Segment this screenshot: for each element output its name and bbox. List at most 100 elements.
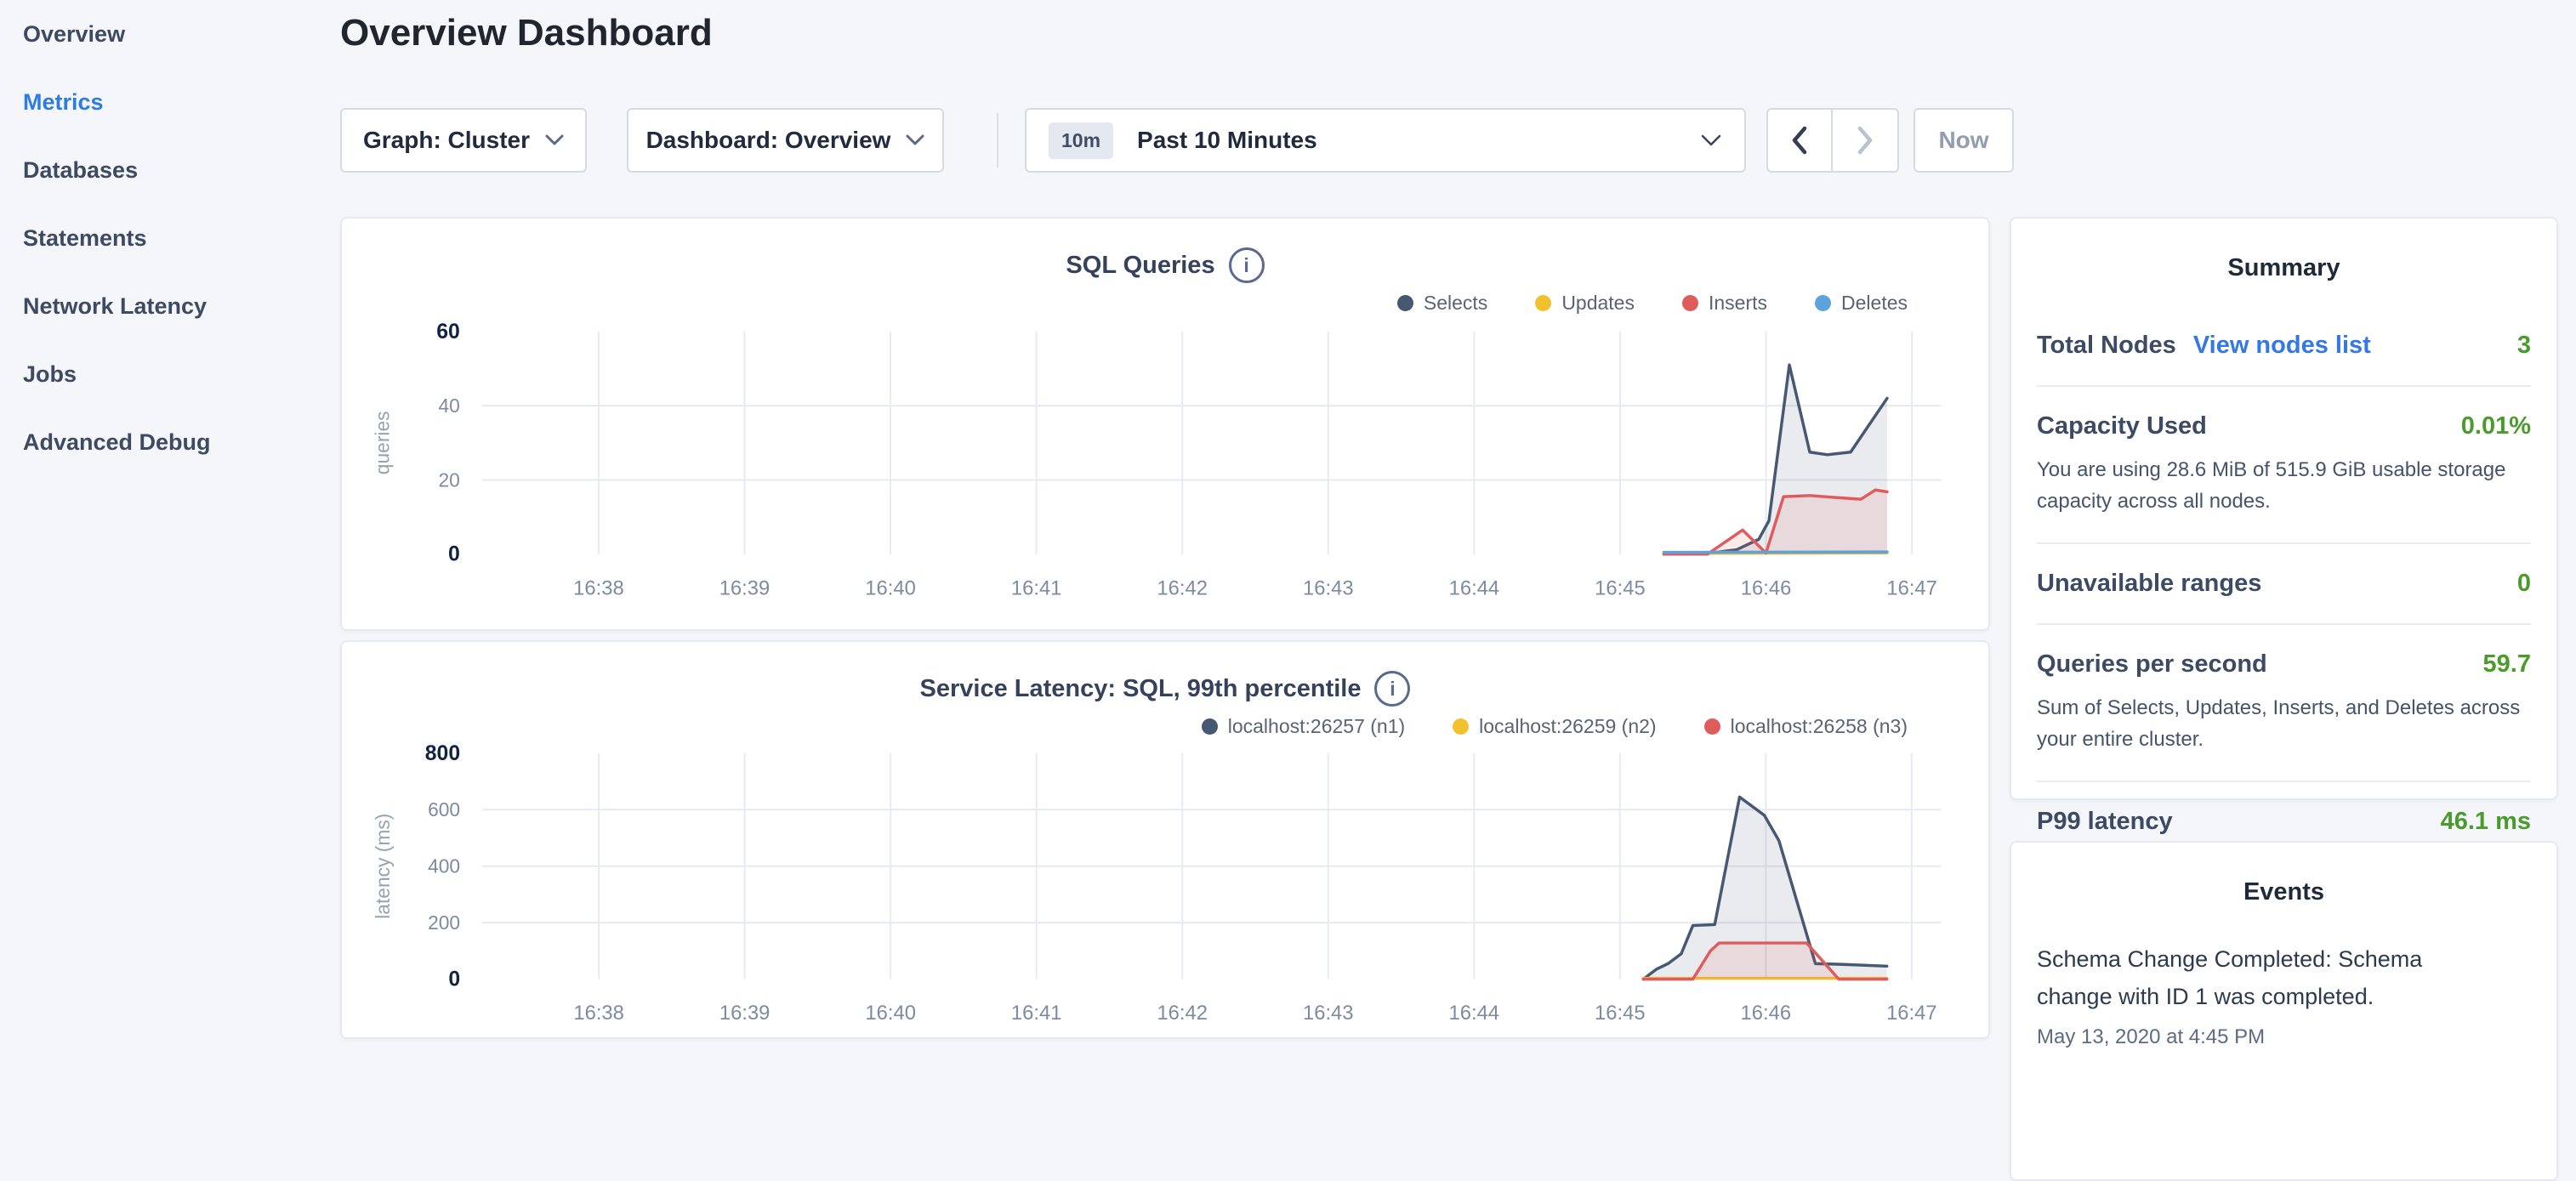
summary-label: Unavailable ranges bbox=[2037, 570, 2261, 598]
summary-row-line: Queries per second 59.7 bbox=[2037, 650, 2531, 679]
x-axis-tick: 16:43 bbox=[1303, 576, 1354, 599]
sidebar-item-metrics[interactable]: Metrics bbox=[0, 68, 340, 136]
x-axis-tick: 16:46 bbox=[1741, 1002, 1792, 1025]
legend-item[interactable]: localhost:26258 (n3) bbox=[1704, 715, 1908, 738]
legend-label: localhost:26259 (n2) bbox=[1479, 715, 1656, 738]
summary-description: Sum of Selects, Updates, Inserts, and De… bbox=[2037, 692, 2531, 755]
x-axis-tick: 16:41 bbox=[1011, 576, 1062, 599]
y-axis-tick: 200 bbox=[428, 911, 460, 934]
summary-value: 59.7 bbox=[2483, 650, 2531, 679]
info-icon[interactable]: i bbox=[1229, 247, 1265, 283]
time-window-prev-button[interactable] bbox=[1768, 110, 1833, 171]
summary-value: 3 bbox=[2517, 332, 2531, 360]
x-axis-tick: 16:42 bbox=[1157, 1002, 1208, 1025]
legend-item[interactable]: localhost:26257 (n1) bbox=[1202, 715, 1405, 738]
legend-item[interactable]: Inserts bbox=[1682, 292, 1767, 315]
summary-link[interactable]: View nodes list bbox=[2193, 332, 2371, 360]
events-title: Events bbox=[2011, 878, 2556, 906]
info-icon[interactable]: i bbox=[1374, 671, 1410, 707]
y-axis-tick: 800 bbox=[425, 742, 460, 765]
legend-item[interactable]: Selects bbox=[1397, 292, 1487, 315]
legend-label: Updates bbox=[1561, 292, 1635, 315]
summary-row: Queries per second 59.7 Sum of Selects, Up… bbox=[2037, 625, 2531, 782]
legend-item[interactable]: Updates bbox=[1535, 292, 1635, 315]
graph-source-dropdown-label: Graph: Cluster bbox=[363, 127, 530, 154]
chevron-right-icon bbox=[1857, 126, 1874, 155]
time-window-badge: 10m bbox=[1049, 122, 1113, 159]
summary-label: P99 latency bbox=[2037, 808, 2173, 836]
x-axis-tick: 16:46 bbox=[1741, 576, 1792, 599]
events-list: Schema Change Completed: Schema change w… bbox=[2011, 906, 2556, 1049]
dashboard-dropdown-label: Dashboard: Overview bbox=[646, 127, 891, 154]
now-button[interactable]: Now bbox=[1914, 108, 2014, 173]
chart-title: SQL Queries bbox=[1066, 252, 1214, 280]
dashboard-dropdown[interactable]: Dashboard: Overview bbox=[627, 108, 944, 173]
legend-dot bbox=[1815, 295, 1831, 311]
x-axis-tick: 16:39 bbox=[719, 1002, 771, 1025]
time-window-label: Past 10 Minutes bbox=[1137, 127, 1317, 154]
legend-dot bbox=[1704, 718, 1720, 735]
y-axis-tick: 20 bbox=[439, 468, 460, 491]
x-axis-tick: 16:43 bbox=[1303, 1002, 1354, 1025]
summary-description: You are using 28.6 MiB of 515.9 GiB usab… bbox=[2037, 454, 2531, 517]
summary-row: Unavailable ranges 0 bbox=[2037, 544, 2531, 625]
toolbar-divider bbox=[997, 113, 998, 167]
x-axis-tick: 16:45 bbox=[1595, 576, 1646, 599]
summary-title: Summary bbox=[2011, 254, 2556, 282]
sidebar-item-statements[interactable]: Statements bbox=[0, 204, 340, 272]
legend-label: Selects bbox=[1424, 292, 1487, 315]
sidebar-item-databases[interactable]: Databases bbox=[0, 136, 340, 204]
x-axis-tick: 16:44 bbox=[1449, 1002, 1500, 1025]
x-axis-tick: 16:40 bbox=[865, 576, 916, 599]
summary-row: Total Nodes View nodes list 3 bbox=[2037, 306, 2531, 387]
legend-dot bbox=[1397, 295, 1413, 311]
time-window-arrows bbox=[1766, 108, 1899, 173]
summary-row: Capacity Used 0.01% You are using 28.6 MiB… bbox=[2037, 387, 2531, 544]
sidebar-item-overview[interactable]: Overview bbox=[0, 0, 340, 68]
x-axis-tick: 16:42 bbox=[1157, 576, 1208, 599]
graph-source-dropdown[interactable]: Graph: Cluster bbox=[340, 108, 587, 173]
x-axis-tick: 16:47 bbox=[1886, 576, 1937, 599]
legend-dot bbox=[1682, 295, 1698, 311]
event-timestamp: May 13, 2020 at 4:45 PM bbox=[2037, 1025, 2531, 1049]
summary-row-line: Unavailable ranges 0 bbox=[2037, 570, 2531, 598]
chevron-down-icon bbox=[906, 134, 924, 146]
sidebar-item-advanced-debug[interactable]: Advanced Debug bbox=[0, 408, 340, 476]
summary-panel: Summary Total Nodes View nodes list 3 Capac… bbox=[2010, 217, 2558, 800]
chart-legend: localhost:26257 (n1) localhost:26259 (n2)… bbox=[1202, 715, 1908, 738]
legend-dot bbox=[1202, 718, 1218, 735]
summary-label: Queries per second bbox=[2037, 650, 2267, 679]
x-axis-tick: 16:38 bbox=[573, 576, 624, 599]
sidebar-item-jobs[interactable]: Jobs bbox=[0, 340, 340, 408]
y-axis-tick: 0 bbox=[448, 543, 460, 566]
legend-label: Inserts bbox=[1709, 292, 1767, 315]
time-window-select[interactable]: 10m Past 10 Minutes bbox=[1025, 108, 1746, 173]
db-console-page: { "page": { "title": "Overview Dashboard… bbox=[0, 0, 2576, 1051]
legend-item[interactable]: Deletes bbox=[1815, 292, 1908, 315]
x-axis-tick: 16:38 bbox=[573, 1002, 624, 1025]
events-panel: Events Schema Change Completed: Schema c… bbox=[2010, 841, 2558, 1181]
legend-label: localhost:26258 (n3) bbox=[1731, 715, 1908, 738]
y-axis-title: queries bbox=[372, 411, 394, 474]
legend-dot bbox=[1453, 718, 1469, 735]
time-window-next-button[interactable] bbox=[1833, 110, 1897, 171]
legend-label: Deletes bbox=[1841, 292, 1908, 315]
x-axis-tick: 16:41 bbox=[1011, 1002, 1062, 1025]
legend-dot bbox=[1535, 295, 1551, 311]
event-list-item: Schema Change Completed: Schema change w… bbox=[2011, 906, 2556, 1049]
summary-value: 0.01% bbox=[2461, 412, 2531, 440]
chart-title: Service Latency: SQL, 99th percentile bbox=[920, 675, 1362, 703]
summary-label: Capacity Used bbox=[2037, 412, 2207, 440]
chart-legend: Selects Updates Inserts Deletes bbox=[1397, 292, 1908, 315]
legend-item[interactable]: localhost:26259 (n2) bbox=[1453, 715, 1656, 738]
sidebar-item-network-latency[interactable]: Network Latency bbox=[0, 272, 340, 340]
x-axis-tick: 16:45 bbox=[1595, 1002, 1646, 1025]
summary-label: Total Nodes bbox=[2037, 332, 2176, 360]
x-axis-tick: 16:44 bbox=[1449, 576, 1500, 599]
y-axis-title: latency (ms) bbox=[372, 814, 394, 919]
summary-value: 0 bbox=[2517, 570, 2531, 598]
